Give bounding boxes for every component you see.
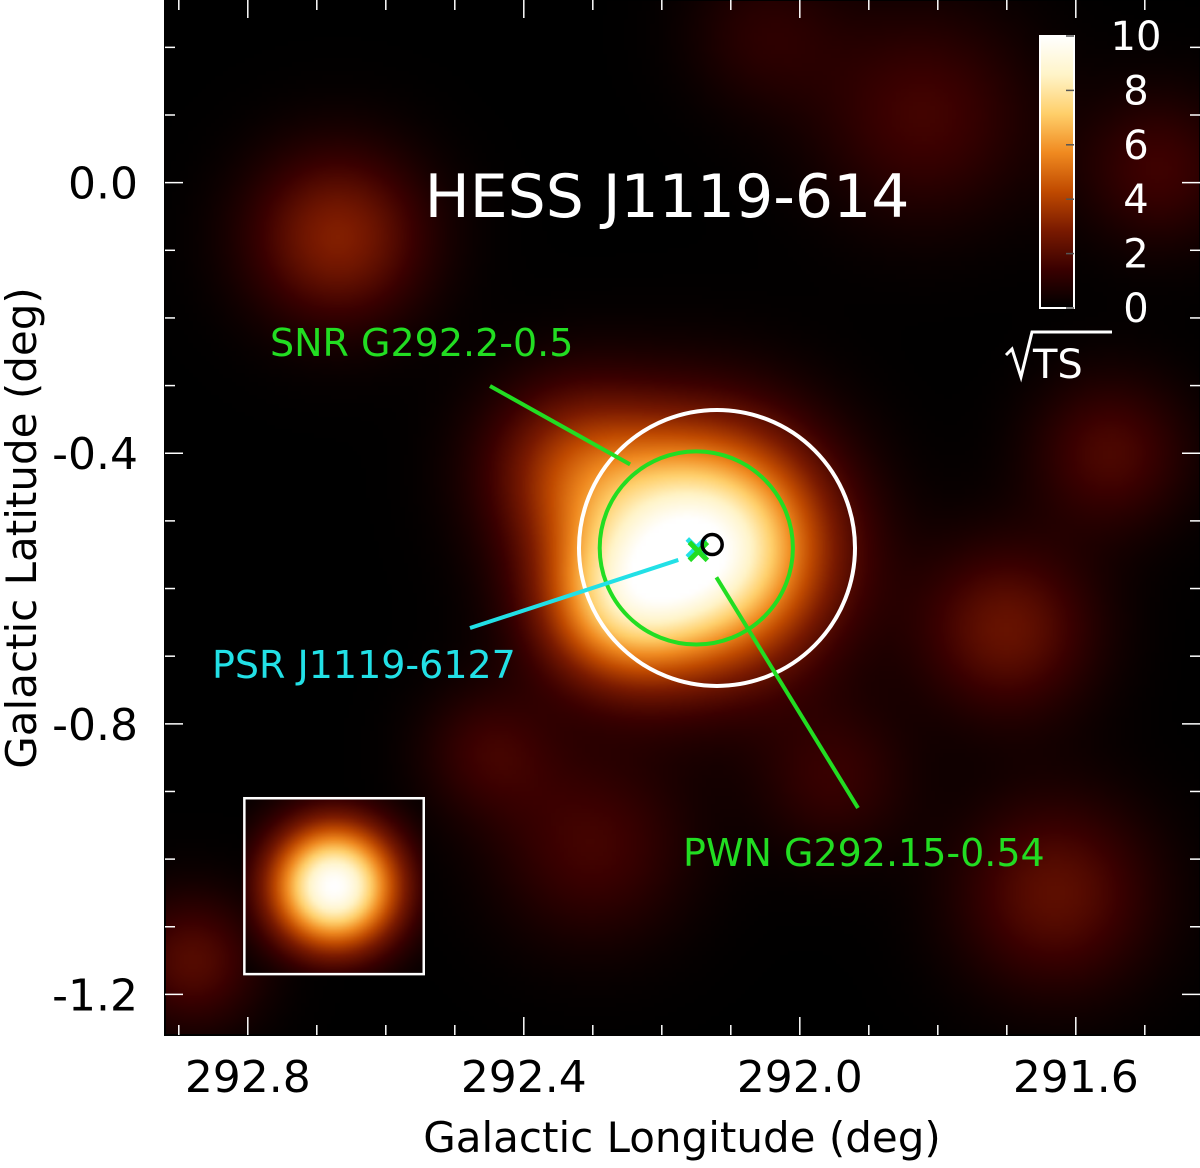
x-tick-label: 291.6 — [1013, 1052, 1139, 1103]
x-tick-label: 292.8 — [185, 1052, 311, 1103]
psr-label: PSR J1119-6127 — [212, 643, 516, 687]
snr-label: SNR G292.2-0.5 — [270, 321, 573, 365]
colorbar-tick-label: 2 — [1123, 232, 1148, 278]
colorbar-tick-label: 8 — [1123, 68, 1148, 114]
colorbar-tick-label: 4 — [1123, 177, 1148, 223]
pwn-marker — [687, 540, 710, 563]
y-tick-label: -1.2 — [52, 970, 138, 1021]
ts-heatmap — [165, 0, 1200, 1035]
best-fit-marker — [700, 532, 724, 557]
snr-circle — [597, 449, 795, 647]
y-tick-label: 0.0 — [68, 159, 138, 210]
plot-frame — [164, 0, 1200, 1036]
colorbar-gradient — [1039, 35, 1075, 309]
extent-circle — [577, 407, 857, 688]
x-axis-label: Galactic Longitude (deg) — [423, 1113, 941, 1162]
colorbar-tick-label: 10 — [1111, 14, 1162, 60]
colorbar: 0 2 4 6 8 10 TS — [1004, 14, 1162, 388]
pwn-label: PWN G292.15-0.54 — [683, 831, 1045, 875]
y-tick-label: -0.4 — [52, 429, 138, 480]
colorbar-tick-label: 0 — [1123, 286, 1148, 332]
psr-leader-line — [469, 558, 679, 630]
x-tick-label: 292.0 — [737, 1052, 863, 1103]
colorbar-tick-label: 6 — [1123, 123, 1148, 169]
colorbar-label: TS — [1004, 330, 1112, 388]
psf-inset-frame — [243, 796, 425, 976]
y-tick-label: -0.8 — [52, 700, 138, 751]
pwn-leader-line — [714, 576, 860, 810]
x-tick-label: 292.4 — [461, 1052, 587, 1103]
snr-leader-line — [489, 384, 632, 467]
colorbar-label-text: TS — [1032, 342, 1083, 388]
chart-title: HESS J1119-614 — [425, 162, 910, 232]
y-axis-label: Galactic Latitude (deg) — [0, 287, 46, 769]
sqrt-symbol-icon — [1004, 330, 1112, 383]
